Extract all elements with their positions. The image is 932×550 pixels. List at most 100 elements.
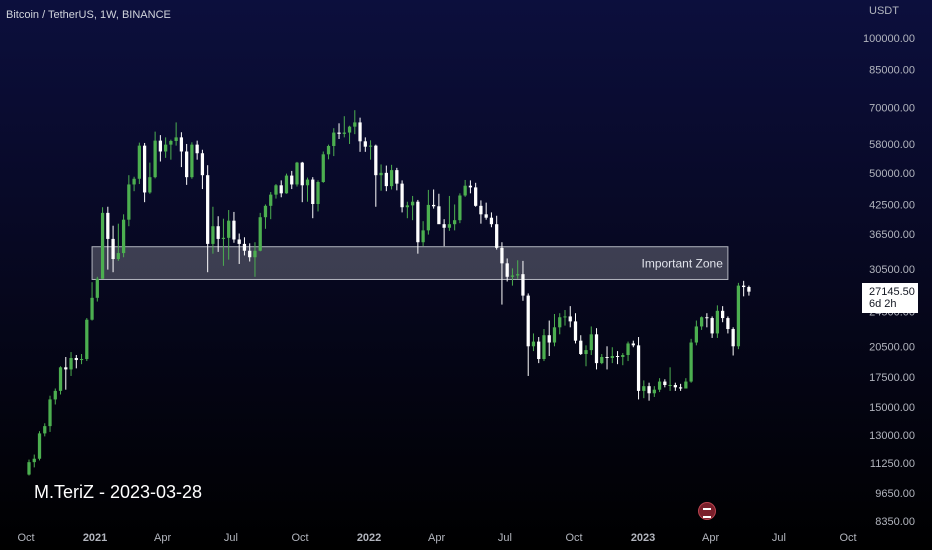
y-tick-label: 70000.00 (869, 102, 915, 114)
bar-countdown: 6d 2h (869, 298, 897, 310)
candle-body (437, 206, 441, 225)
candle-body (353, 122, 357, 127)
x-tick-label: 2021 (83, 532, 107, 544)
candle-body (694, 326, 698, 343)
candle-body (290, 175, 294, 185)
candle-body (342, 132, 346, 134)
candle-body (185, 151, 189, 178)
watermark-text: M.TeriZ - 2023-03-28 (34, 482, 203, 502)
candle-body (526, 295, 530, 347)
candle-body (500, 247, 504, 264)
candle-body (715, 310, 720, 334)
candle-body (421, 230, 425, 243)
candle-body (64, 367, 68, 370)
candle-body (58, 367, 63, 391)
candle-body (605, 357, 609, 359)
candle-body (463, 185, 467, 196)
candle-body (663, 381, 667, 386)
candle-body (489, 217, 494, 225)
candle-body (347, 126, 352, 133)
candle-body (699, 317, 704, 327)
candle-body (358, 122, 362, 142)
candle-body (505, 263, 509, 277)
candle-body (568, 316, 572, 322)
candle-body (447, 224, 452, 228)
candle-body (363, 141, 367, 147)
candle-body (153, 140, 157, 178)
candle-body (410, 201, 415, 206)
candle-body (253, 250, 257, 258)
candle-body (48, 399, 52, 427)
candle-body (547, 335, 551, 343)
candle-body (631, 343, 635, 346)
chart-title: Bitcoin / TetherUS, 1W, BINANCE (6, 9, 171, 21)
y-tick-label: 50000.00 (869, 168, 915, 180)
candle-body (263, 205, 268, 218)
candle-body (368, 145, 373, 147)
candle-body (384, 172, 388, 187)
candle-body (678, 387, 683, 389)
candle-body (116, 253, 120, 260)
candle-body (484, 214, 488, 218)
candle-body (736, 285, 741, 347)
candle-body (389, 170, 394, 187)
candle-body (558, 317, 562, 328)
candle-body (195, 144, 199, 154)
candle-body (158, 140, 163, 152)
candle-body (43, 426, 47, 434)
candle-body (747, 287, 751, 292)
x-tick-label: 2023 (631, 532, 655, 544)
candle-body (211, 226, 215, 244)
candle-body (552, 327, 557, 343)
candle-body (374, 145, 378, 176)
candle-body (668, 385, 672, 387)
candle-body (416, 201, 420, 243)
y-tick-label: 58000.00 (869, 139, 915, 151)
candle-body (542, 335, 546, 360)
last-price: 27145.50 (869, 286, 915, 298)
candle-body (332, 132, 336, 146)
candle-body (395, 170, 399, 184)
candle-body (584, 350, 588, 355)
candle-body (636, 345, 641, 391)
candle-body (258, 217, 262, 251)
candle-body (621, 355, 625, 358)
candle-body (90, 297, 94, 320)
y-axis-unit: USDT (869, 5, 899, 17)
us-flag-icon[interactable] (698, 502, 716, 520)
y-tick-label: 9650.00 (875, 488, 915, 500)
candle-body (137, 145, 141, 179)
candle-body (190, 144, 194, 178)
y-tick-label: 30500.00 (869, 264, 915, 276)
y-tick-label: 15000.00 (869, 402, 915, 414)
candle-body (647, 386, 651, 394)
candle-body (279, 185, 283, 194)
candle-body (200, 153, 205, 176)
candle-body (431, 204, 436, 207)
candle-body (326, 145, 331, 155)
candle-body (615, 356, 620, 358)
candle-body (37, 433, 42, 459)
x-tick-label: Jul (498, 532, 512, 544)
y-tick-label: 13000.00 (869, 430, 915, 442)
candle-body (216, 226, 220, 239)
candle-body (221, 237, 226, 239)
candle-body (731, 329, 735, 347)
y-tick-label: 85000.00 (869, 65, 915, 77)
candle-body (379, 172, 383, 176)
candle-body (95, 278, 99, 298)
candle-body (600, 357, 604, 364)
candle-body (269, 194, 273, 206)
last-price-tag: 27145.50 6d 2h (862, 283, 918, 313)
candle-body (274, 185, 278, 195)
x-tick-label: 2022 (357, 532, 381, 544)
candle-body (742, 285, 746, 288)
x-tick-label: Jul (772, 532, 786, 544)
candle-body (100, 212, 105, 279)
candle-body (69, 358, 73, 370)
candle-body (237, 239, 241, 244)
candle-body (589, 334, 593, 351)
y-tick-label: 100000.00 (863, 33, 915, 45)
x-tick-label: Jul (224, 532, 238, 544)
